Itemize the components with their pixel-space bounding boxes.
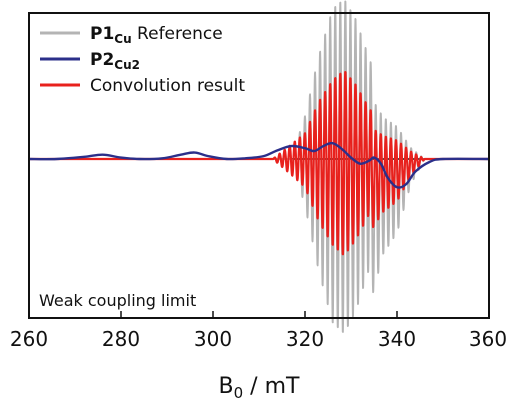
- x-tick-label: 360: [469, 327, 507, 351]
- x-axis-label: B0 / mT: [219, 374, 300, 402]
- series-layer: [28, 0, 490, 333]
- x-tick-label: 260: [10, 327, 48, 351]
- legend-p1-name: P1: [90, 24, 114, 44]
- x-axis-label-unit: / mT: [243, 374, 300, 399]
- legend-label-p1: P1Cu Reference: [90, 24, 223, 46]
- series-line-1: [28, 141, 490, 189]
- legend-p2-subscript: Cu2: [114, 58, 140, 72]
- plot-frame: [28, 12, 490, 319]
- weak-coupling-annotation: Weak coupling limit: [39, 291, 196, 310]
- legend-p2-name: P2: [90, 50, 114, 70]
- legend-p1-suffix: Reference: [132, 24, 223, 44]
- x-axis-ticks: 260 280 300 320 340 360: [10, 311, 507, 351]
- legend-label-p2: P2Cu2: [90, 50, 140, 72]
- x-axis-label-subscript: 0: [234, 384, 244, 402]
- legend-label-convolution: Convolution result: [90, 76, 245, 96]
- x-tick-label: 320: [286, 327, 324, 351]
- x-tick-label: 280: [102, 327, 140, 351]
- x-tick-label: 300: [194, 327, 232, 351]
- legend-p1-subscript: Cu: [114, 32, 131, 46]
- x-tick-label: 340: [378, 327, 416, 351]
- series-line-2: [28, 70, 490, 256]
- x-axis-label-main: B: [219, 374, 234, 399]
- legend: P1Cu Reference P2Cu2 Convolution result: [40, 24, 245, 96]
